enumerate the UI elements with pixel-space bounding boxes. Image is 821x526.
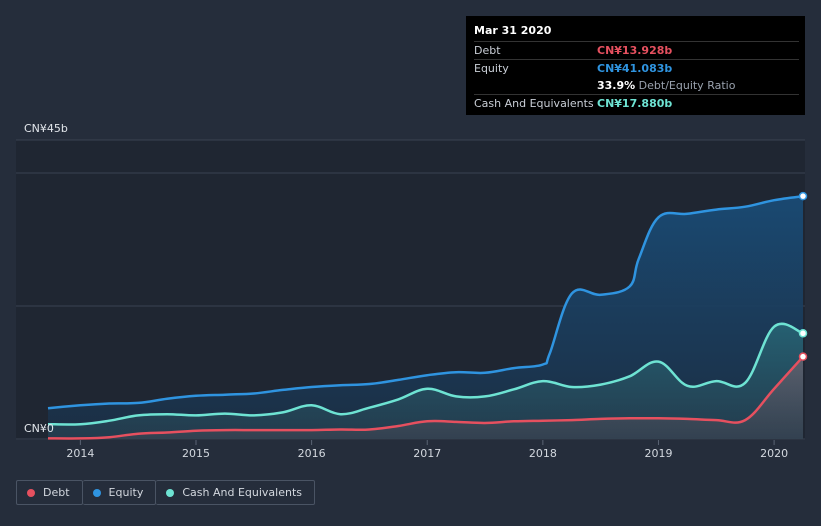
series-endpoints: [798, 191, 808, 361]
tooltip-row-ratio: 33.9% Debt/Equity Ratio: [474, 77, 799, 94]
x-axis-ticks: 2014 2015 2016 2017 2018 2019 2020: [66, 440, 788, 460]
tooltip-debt-label: Debt: [474, 44, 501, 57]
x-tick-label: 2017: [413, 447, 441, 460]
legend-item-equity[interactable]: Equity: [82, 480, 157, 505]
tooltip-date: Mar 31 2020: [474, 22, 799, 42]
x-tick-label: 2018: [529, 447, 557, 460]
legend-equity-label: Equity: [108, 486, 144, 499]
equity-dot-icon: [92, 488, 101, 497]
equity-line: [47, 194, 804, 410]
tooltip-row-equity: Equity CN¥41.083b: [474, 59, 799, 77]
debt-dot-icon: [27, 488, 35, 497]
y-tick-label-max: CN¥45b: [24, 122, 68, 135]
cash-area: [48, 323, 803, 439]
debt-endpoint[interactable]: [798, 352, 808, 361]
cash-dot-icon: [166, 488, 175, 497]
legend: Debt Equity Cash And Equivalents: [16, 480, 315, 507]
x-tick-label: 2016: [298, 447, 326, 460]
legend-cash-label: Cash And Equivalents: [182, 486, 302, 499]
cash-line: [47, 322, 804, 426]
tooltip-row-cash: Cash And Equivalents CN¥17.880b: [474, 94, 799, 112]
tooltip-equity-value: CN¥41.083b: [597, 62, 673, 75]
tooltip-ratio-label: Debt/Equity Ratio: [638, 79, 736, 92]
debt-line: [47, 355, 804, 440]
equity-area: [48, 196, 803, 439]
tooltip-panel: Mar 31 2020 Debt CN¥13.928b Equity CN¥41…: [466, 16, 805, 115]
tooltip-equity-label: Equity: [474, 62, 509, 75]
legend-item-cash[interactable]: Cash And Equivalents: [156, 480, 315, 505]
series-lines: [47, 194, 804, 440]
x-tick-label: 2020: [760, 447, 788, 460]
legend-debt-label: Debt: [43, 486, 70, 499]
tooltip-cash-label: Cash And Equivalents: [474, 97, 594, 110]
x-tick-label: 2019: [644, 447, 672, 460]
tooltip-ratio-value: 33.9%: [597, 79, 636, 92]
tooltip-row-debt: Debt CN¥13.928b: [474, 42, 799, 59]
y-tick-label-min: CN¥0: [24, 422, 54, 435]
cash-endpoint[interactable]: [798, 329, 808, 338]
tooltip-cash-value: CN¥17.880b: [597, 97, 673, 110]
legend-item-debt[interactable]: Debt: [16, 480, 83, 505]
x-tick-label: 2014: [66, 447, 94, 460]
x-tick-label: 2015: [182, 447, 210, 460]
equity-endpoint[interactable]: [798, 191, 808, 201]
tooltip-debt-value: CN¥13.928b: [597, 44, 673, 57]
